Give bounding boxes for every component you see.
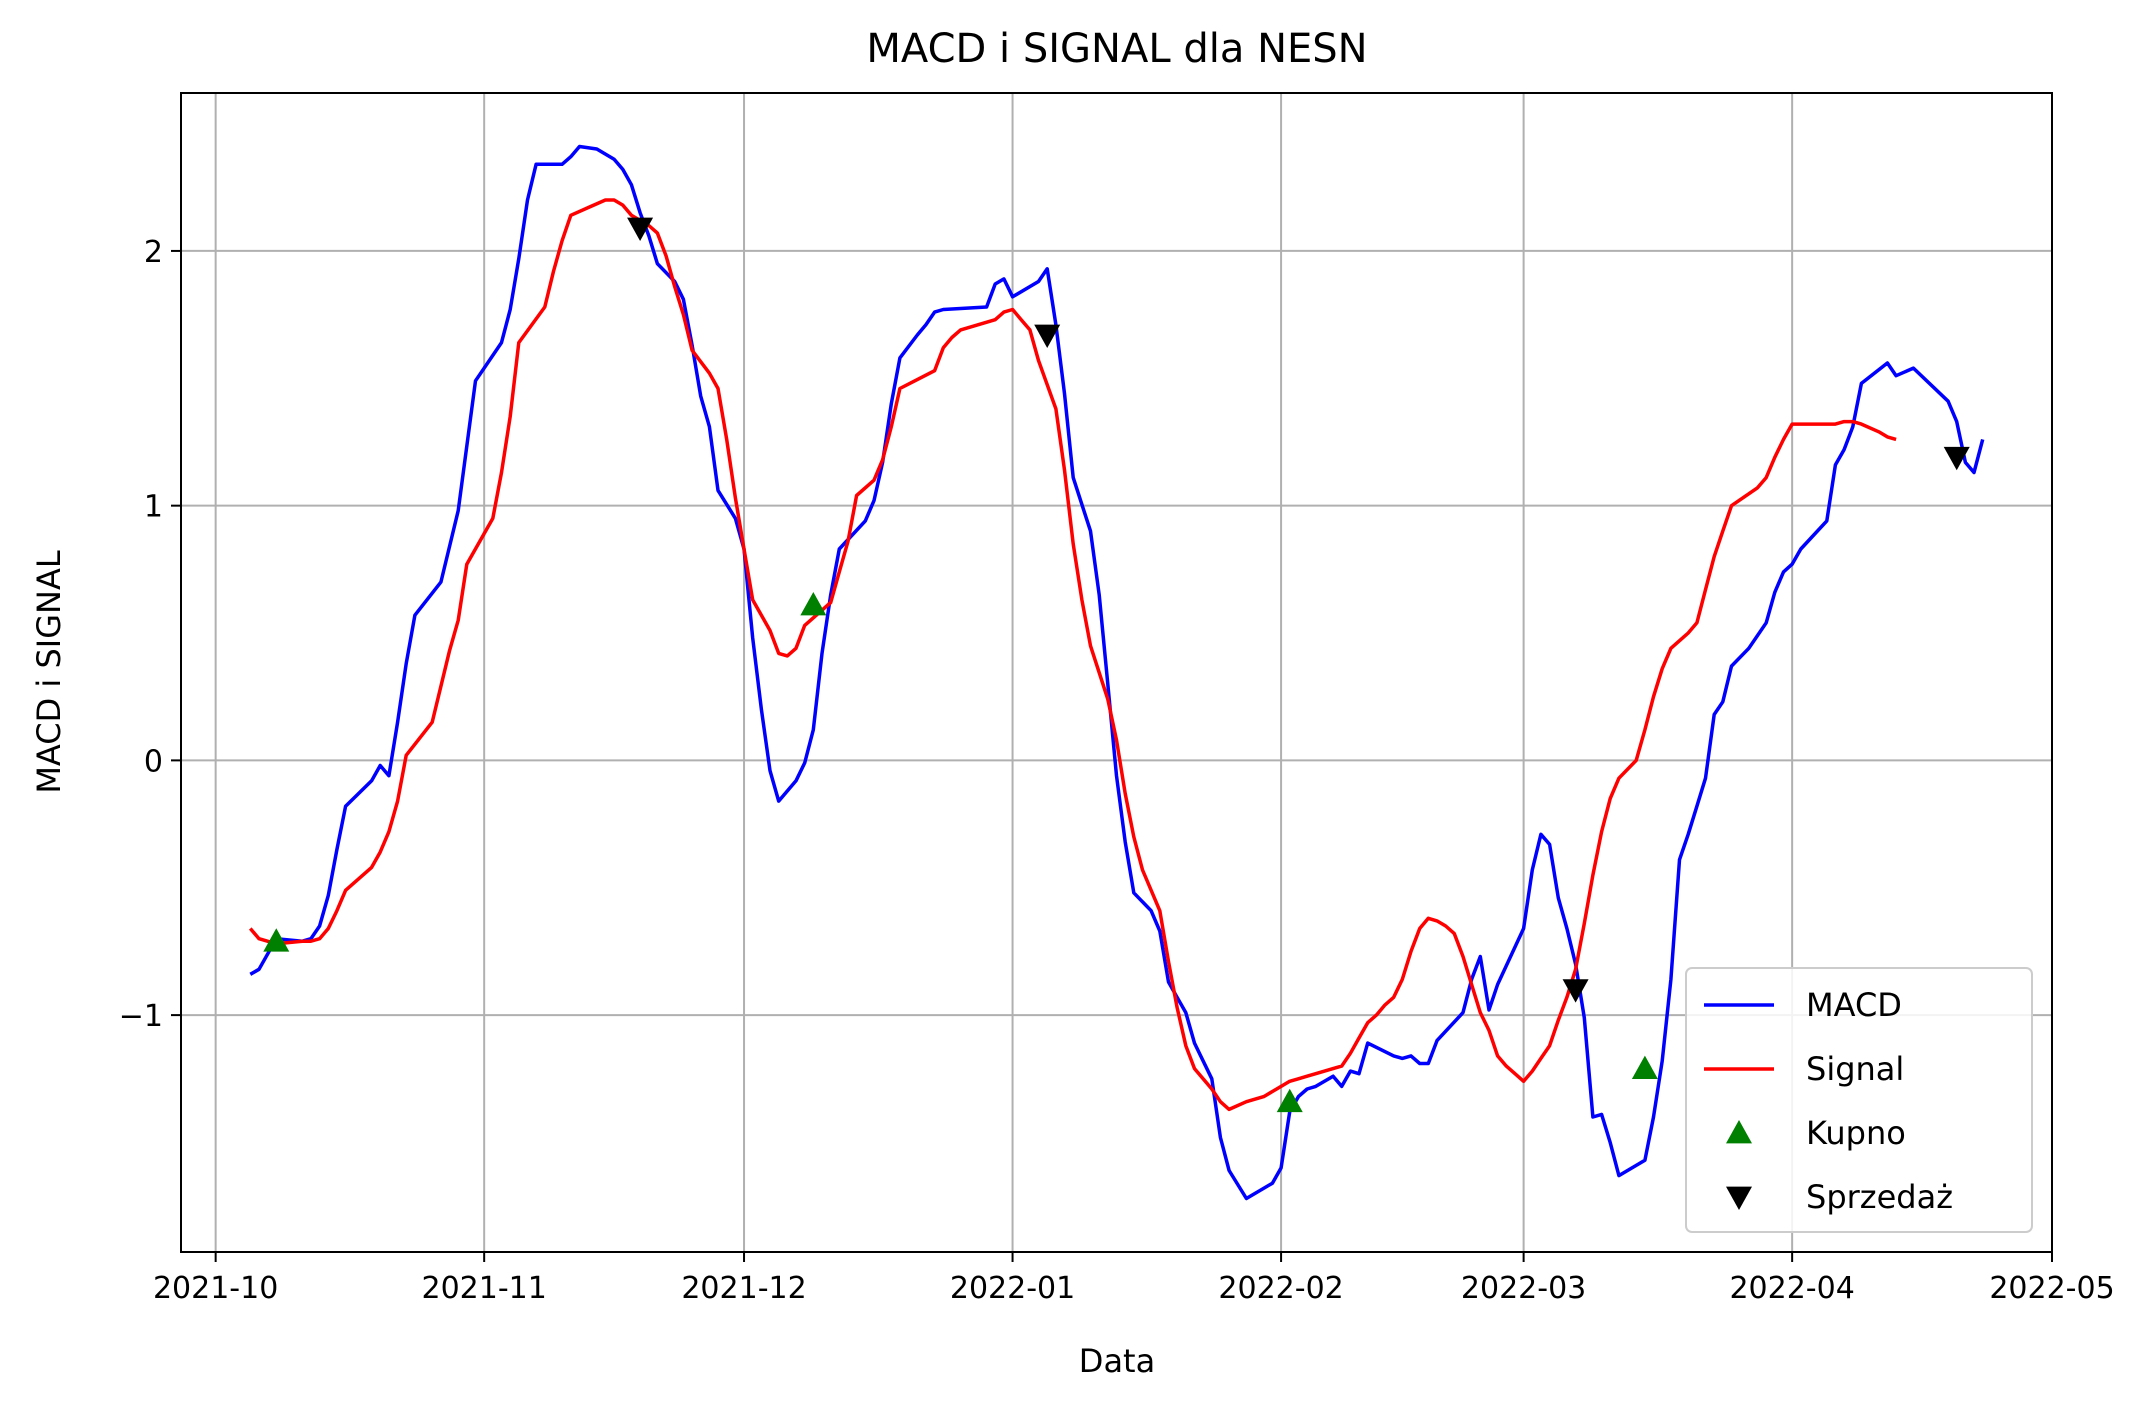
markers — [263, 217, 1970, 1113]
x-tick-label: 2022-01 — [950, 1271, 1075, 1306]
buy-marker — [1631, 1055, 1658, 1079]
sell-marker — [627, 217, 654, 242]
series-lines — [248, 144, 1985, 1201]
x-tick-label: 2021-12 — [681, 1271, 806, 1306]
x-tick-label: 2022-04 — [1729, 1271, 1854, 1306]
legend-swatch-sell — [1726, 1186, 1752, 1210]
legend-label: Kupno — [1806, 1114, 1906, 1152]
plot-frame — [180, 92, 2053, 1253]
series-line-macd — [249, 144, 1985, 1201]
y-tick-label: 2 — [144, 235, 163, 270]
buy-marker — [263, 928, 290, 952]
buy-marker — [1276, 1088, 1303, 1113]
x-tick-label: 2022-05 — [1989, 1271, 2114, 1306]
x-tick-label: 2021-10 — [153, 1271, 278, 1306]
sell-marker — [1943, 446, 1970, 471]
x-axis: 2021-10 2021-11 2021-12 2022-01 2022-02 2022-… — [153, 1252, 2115, 1306]
y-tick-label: 1 — [144, 490, 163, 525]
sell-marker — [1034, 324, 1061, 348]
legend: MACD Signal Kupno Sprzedaż — [1685, 967, 2033, 1233]
x-tick-label: 2021-11 — [421, 1271, 546, 1306]
legend-box — [1685, 967, 2033, 1233]
buy-marker — [800, 591, 827, 616]
legend-label: Signal — [1806, 1050, 1904, 1088]
y-axis-label: MACD i SIGNAL — [30, 550, 68, 794]
x-axis-label: Data — [1079, 1342, 1155, 1380]
sell-marker — [1562, 979, 1589, 1003]
legend-label: MACD — [1806, 986, 1902, 1024]
x-tick-label: 2022-02 — [1218, 1271, 1343, 1306]
legend-swatch-buy — [1726, 1120, 1752, 1144]
legend-label: Sprzedaż — [1806, 1178, 1953, 1216]
chart-title: MACD i SIGNAL dla NESN — [866, 26, 1367, 72]
y-axis: −1 0 1 2 — [119, 235, 181, 1034]
series-line-signal — [248, 198, 1897, 1112]
y-tick-label: 0 — [144, 744, 163, 779]
y-tick-label: −1 — [119, 999, 163, 1034]
x-tick-label: 2022-03 — [1461, 1271, 1586, 1306]
